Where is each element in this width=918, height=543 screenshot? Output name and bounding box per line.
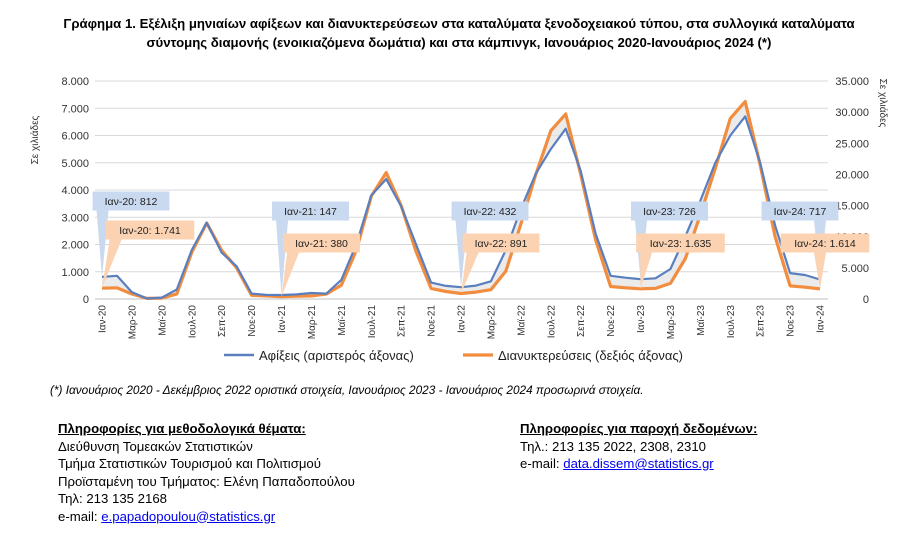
x-tick-label: Ιαν-22: [457, 305, 468, 333]
x-tick-label: Μαρ-23: [666, 305, 677, 340]
left-tick-label: 3.000: [61, 212, 89, 224]
line-chart: 0 1.000 2.000 3.000 4.000 5.000 6.000 7.000 8.00…: [29, 76, 889, 363]
x-axis-ticks: Ιαν-20 Μαρ-20 Μαϊ-20 Ιουλ-20 Σεπ-20 Νοε-20 Ιαν…: [98, 305, 827, 340]
methodology-line2: Τμήμα Στατιστικών Τουρισμού και Πολιτισμ…: [58, 456, 321, 471]
overnights-callout-box: [105, 220, 195, 240]
x-tick-label: Μαρ-22: [486, 305, 497, 340]
left-tick-label: 1.000: [61, 267, 89, 279]
overnights-callout-label: Ιαν-21: 380: [295, 238, 348, 250]
x-tick-label: Ιαν-21: [277, 305, 288, 333]
arrivals-callout-pointer: [96, 210, 109, 277]
left-tick-label: 4.000: [61, 185, 89, 197]
data-supply-phone: Τηλ.: 213 135 2022, 2308, 2310: [520, 438, 707, 454]
data-supply-email-label: e-mail:: [520, 456, 564, 471]
arrivals-callout-label: Ιαν-24: 717: [774, 206, 827, 218]
arrivals-callout-box: [631, 201, 708, 221]
legend-arrivals-label: Αφίξεις (αριστερός άξονας): [259, 348, 414, 363]
chart-title-line2: σύντομης διαμονής (ενοικιαζόμενα δωμάτια…: [146, 35, 772, 50]
series-gap-area: [102, 101, 820, 299]
overnights-callout-pointer: [640, 252, 653, 289]
x-tick-label: Μαρ-20: [127, 305, 138, 340]
data-supply-email-row: e-mail: data.dissem@statistics.gr: [520, 455, 757, 473]
x-tick-label: Σεπ-21: [397, 305, 408, 337]
x-tick-label: Σεπ-23: [756, 305, 767, 337]
overnights-callout-label: Ιαν-20: 1.741: [119, 225, 181, 237]
overnights-callout-box: [636, 233, 725, 253]
x-tick-label: Ιουλ-22: [546, 305, 557, 339]
x-tick-label: Ιουλ-21: [367, 305, 378, 339]
x-tick-label: Ιουλ-20: [187, 305, 198, 339]
x-tick-label: Νοε-21: [427, 305, 438, 337]
left-tick-label: 7.000: [61, 103, 89, 115]
right-tick-label: 35.000: [835, 76, 869, 88]
right-axis-label: Σε χιλιάδες: [877, 79, 889, 128]
methodology-email-link[interactable]: e.papadopoulou@statistics.gr: [101, 508, 276, 524]
right-tick-label: 20.000: [835, 169, 869, 181]
right-tick-label: 5.000: [841, 263, 869, 275]
x-tick-label: Νοε-20: [247, 305, 258, 337]
right-tick-label: 30.000: [835, 107, 869, 119]
right-axis-ticks: 05.00010.00015.00020.00025.00030.00035.0…: [835, 76, 869, 306]
footnote: (*) Ιανουάριος 2020 - Δεκέμβριος 2022 ορ…: [50, 383, 644, 397]
x-tick-label: Μαϊ-22: [516, 305, 527, 336]
overnights-callout-pointer: [814, 252, 826, 289]
overnights-callout-pointer: [461, 252, 479, 294]
arrivals-callout-label: Ιαν-20: 812: [105, 196, 158, 208]
methodology-email-row: e-mail: e.papadopoulou@statistics.gr: [58, 508, 355, 526]
overnights-callout-pointer: [281, 252, 300, 297]
legend: Αφίξεις (αριστερός άξονας) Διανυκτερεύσει…: [224, 348, 683, 363]
chart-title: Γράφημα 1. Εξέλιξη μηνιαίων αφίξεων και …: [0, 14, 918, 52]
arrivals-callout-label: Ιαν-22: 432: [464, 206, 517, 218]
x-tick-label: Μαϊ-20: [157, 305, 168, 336]
overnights-callout-box: [283, 233, 360, 253]
arrivals-callout-label: Ιαν-21: 147: [284, 206, 337, 218]
x-tick-label: Μαρ-21: [307, 305, 318, 340]
arrivals-callout-box: [761, 201, 839, 221]
left-tick-label: 6.000: [61, 131, 89, 143]
chart-title-line1: Γράφημα 1. Εξέλιξη μηνιαίων αφίξεων και …: [63, 16, 855, 31]
methodology-email-label: e-mail:: [58, 508, 102, 524]
x-tick-label: Σεπ-22: [576, 305, 587, 337]
methodology-line1: Διεύθυνση Τομεακών Στατιστικών: [58, 438, 253, 454]
overnights-callout-label: Ιαν-22: 891: [475, 238, 528, 250]
overnights-callout-label: Ιαν-23: 1.635: [650, 238, 712, 250]
methodology-info: Πληροφορίες για μεθοδολογικά θέματα: Διε…: [58, 420, 355, 525]
methodology-heading: Πληροφορίες για μεθοδολογικά θέματα:: [58, 421, 306, 436]
x-tick-label: Νοε-23: [786, 305, 797, 337]
x-tick-label: Ιαν-20: [98, 305, 109, 333]
right-tick-label: 0: [863, 294, 869, 306]
x-tick-label: Νοε-22: [606, 305, 617, 337]
x-tick-label: Μαϊ-23: [696, 305, 707, 336]
overnights-callout-pointer: [102, 239, 122, 289]
right-tick-label: 15.000: [835, 201, 869, 213]
x-tick-label: Σεπ-20: [217, 305, 228, 337]
left-tick-label: 0: [83, 294, 89, 306]
methodology-line3: Προϊσταμένη του Τμήματος: Ελένη Παπαδοπο…: [58, 473, 355, 489]
methodology-phone: Τηλ: 213 135 2168: [58, 491, 168, 506]
left-tick-label: 5.000: [61, 158, 89, 170]
left-axis-ticks: 0 1.000 2.000 3.000 4.000 5.000 6.000 7.000 8.00…: [61, 76, 89, 306]
arrivals-callout-box: [272, 201, 349, 221]
data-supply-heading: Πληροφορίες για παροχή δεδομένων:: [520, 421, 758, 436]
data-supply-info: Πληροφορίες για παροχή δεδομένων: Τηλ.: …: [520, 420, 757, 473]
right-tick-label: 25.000: [835, 138, 869, 150]
arrivals-callout-box: [92, 191, 170, 211]
x-tick-label: Ιουλ-23: [726, 305, 737, 339]
overnights-callout-label: Ιαν-24: 1.614: [794, 238, 856, 250]
x-tick-label: Μαϊ-21: [337, 305, 348, 336]
left-tick-label: 2.000: [61, 240, 89, 252]
left-tick-label: 8.000: [61, 76, 89, 88]
data-supply-email-link[interactable]: data.dissem@statistics.gr: [563, 456, 714, 471]
arrivals-callout-label: Ιαν-23: 726: [643, 206, 696, 218]
x-tick-label: Ιαν-24: [816, 305, 827, 333]
legend-overnights-label: Διανυκτερεύσεις (δεξιός άξονας): [498, 348, 683, 363]
callouts: Ιαν-20: 812 Ιαν-21: 147 Ιαν-22: 432 Ιαν-23:…: [92, 191, 870, 297]
left-axis-label: Σε χιλιάδες: [29, 115, 41, 164]
overnights-callout-box: [780, 233, 870, 253]
x-tick-label: Ιαν-23: [636, 305, 647, 333]
overnights-callout-box: [462, 233, 540, 253]
arrivals-callout-box: [451, 201, 529, 221]
